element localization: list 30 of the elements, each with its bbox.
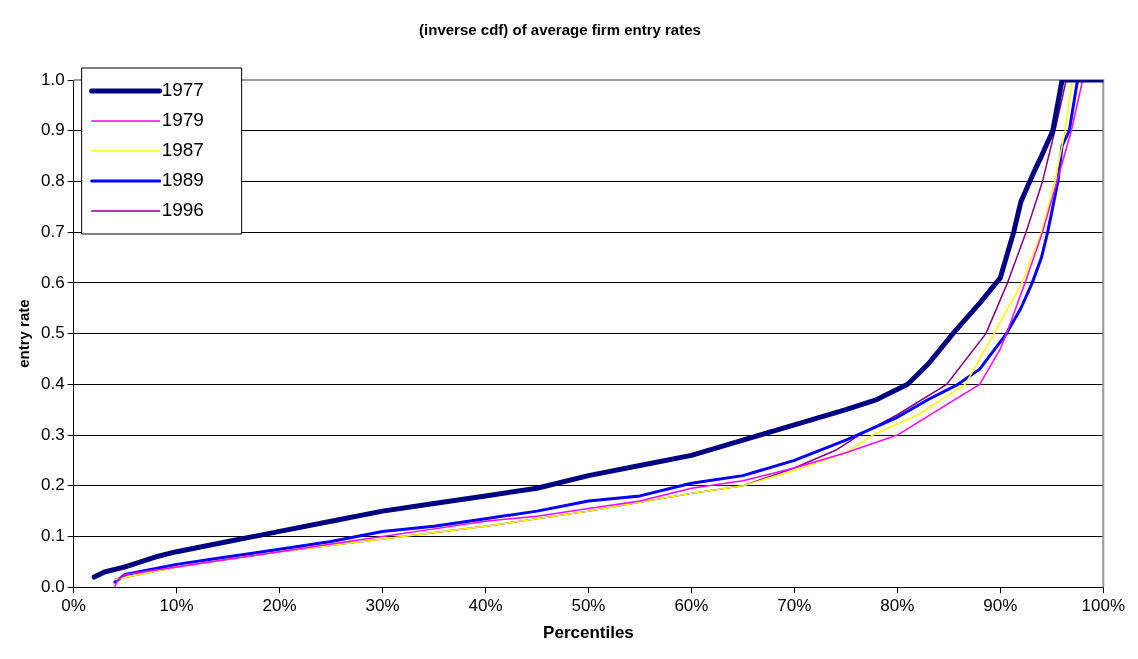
y-tick-label: 0.7 (40, 221, 65, 241)
x-tick-label: 30% (365, 596, 400, 616)
y-tick-label: 0.1 (40, 526, 65, 546)
y-tick-label: 0.8 (40, 171, 65, 191)
y-tick-label: 0.5 (40, 323, 65, 343)
x-axis-title: Percentiles (543, 623, 634, 643)
x-tick-label: 0% (61, 596, 86, 616)
y-tick-label: 0.9 (40, 120, 65, 140)
x-tick-label: 40% (468, 596, 503, 616)
y-tick-label: 0.4 (40, 374, 65, 394)
x-tick-label: 90% (983, 596, 1018, 616)
legend-label: 1996 (161, 199, 204, 221)
x-tick-label: 80% (880, 596, 915, 616)
x-tick-label: 20% (262, 596, 297, 616)
x-tick-label: 70% (777, 596, 812, 616)
y-tick-label: 0.2 (40, 475, 65, 495)
y-tick-label: 0.0 (40, 576, 65, 596)
chart-title: (inverse cdf) of average firm entry rates (419, 21, 701, 39)
legend-label: 1989 (161, 169, 204, 191)
y-axis-title: entry rate (15, 299, 33, 368)
y-tick-label: 1.0 (40, 69, 65, 89)
legend-label: 1987 (161, 139, 204, 161)
x-tick-label: 60% (674, 596, 709, 616)
y-tick-label: 0.6 (40, 272, 65, 292)
legend-label: 1977 (161, 79, 204, 101)
x-tick-label: 100% (1081, 596, 1125, 616)
x-tick-label: 50% (571, 596, 606, 616)
x-tick-label: 10% (159, 596, 194, 616)
legend-label: 1979 (161, 109, 204, 131)
y-tick-label: 0.3 (40, 424, 65, 444)
